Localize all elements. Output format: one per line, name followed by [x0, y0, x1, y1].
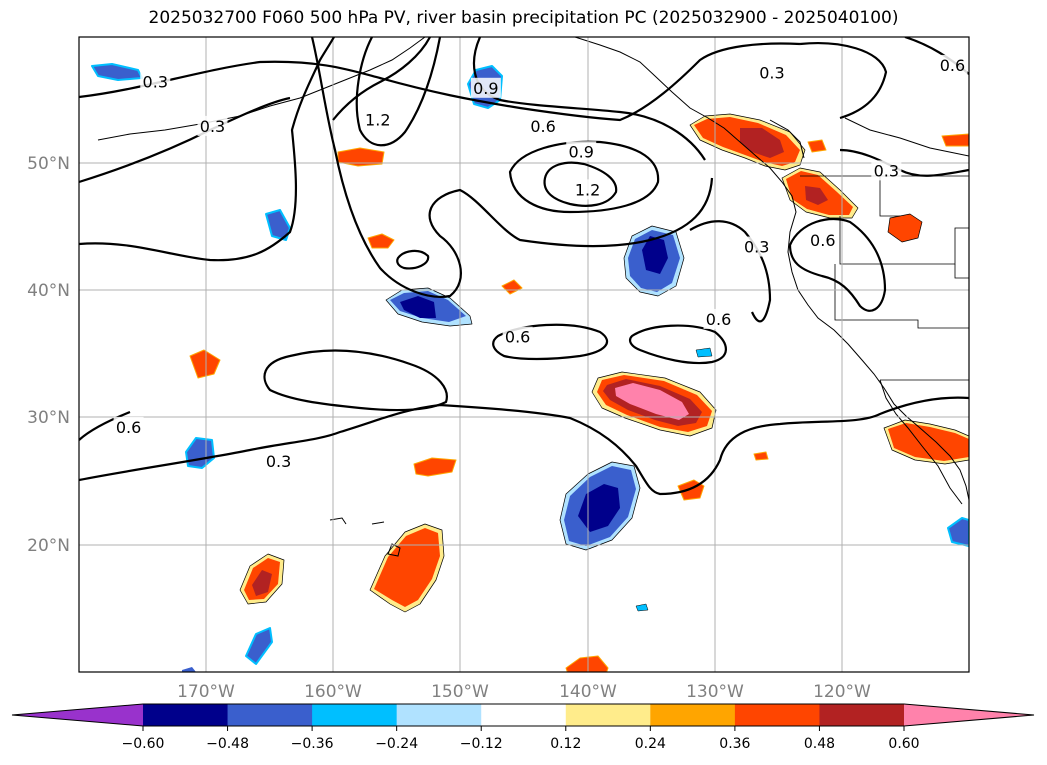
pv-label-background: [807, 230, 838, 251]
colorbar-tick-label: 0.24: [635, 736, 666, 752]
pv-contour-0.9-nw: [310, 37, 714, 298]
pv-contour-label: 0.9: [473, 79, 498, 98]
pv-contour-label: 0.3: [266, 452, 291, 471]
colorbar-tick-label: 0.12: [550, 736, 581, 752]
precip-anomaly-fills: [91, 63, 969, 672]
pv-label-background: [263, 451, 294, 472]
colorbar-extend-min: [12, 704, 143, 726]
y-tick-label: 40°N: [27, 281, 70, 301]
pv-contour-1.2-center: [543, 161, 618, 207]
pv-contour-label: 0.6: [116, 418, 141, 437]
pv-contour-1.2-nw: [332, 37, 431, 121]
pv-contour-label: 0.6: [706, 310, 731, 329]
colorbar: −0.60 −0.48 −0.36 −0.24 −0.12 0.12 0.24 0.36 0.4…: [11, 703, 1035, 752]
pv-contour-0.9-center: [508, 140, 660, 214]
pv-label-background: [871, 160, 902, 181]
colorbar-segment: [396, 704, 482, 726]
x-tick-label: 150°W: [431, 682, 489, 702]
pv-contour-label: 0.3: [744, 238, 769, 257]
baja-coast: [879, 379, 963, 505]
colorbar-tick-label: −0.60: [122, 736, 165, 752]
alaska-coast: [97, 37, 426, 141]
gridlines: [79, 37, 969, 672]
pv-contour-label: 0.6: [505, 328, 530, 347]
pv-contour-label: 1.2: [365, 111, 390, 130]
pv-contour-0.6-mid: [79, 37, 335, 262]
x-tick-label: 140°W: [559, 682, 617, 702]
x-tick-label: 120°W: [813, 682, 871, 702]
pv-contour-0.9-ring: [472, 37, 706, 161]
colorbar-tick-label: 0.48: [804, 736, 835, 752]
colorbar-tick-label: −0.36: [291, 736, 334, 752]
pv-contour-label: 0.3: [200, 117, 225, 136]
y-axis-tick-labels: 50°N 40°N 30°N 20°N: [27, 154, 70, 556]
pv-contour-0.6-sw: [79, 410, 131, 441]
pv-label-background: [113, 416, 144, 437]
pv-contour-label: 0.9: [568, 142, 593, 161]
pv-contour-0.3-north-2: [799, 42, 888, 120]
pv-contour-label: 1.2: [575, 180, 600, 199]
x-tick-label: 170°W: [177, 682, 235, 702]
y-tick-label: 20°N: [27, 536, 70, 556]
x-tick-label: 160°W: [304, 682, 362, 702]
colorbar-segment: [565, 704, 651, 726]
pv-contour-label: 0.3: [874, 161, 899, 180]
chart-title: 2025032700 F060 500 hPa PV, river basin …: [148, 8, 899, 28]
x-axis-tick-labels: 170°W 160°W 150°W 140°W 130°W 120°W: [177, 682, 871, 702]
colorbar-segment: [143, 704, 229, 726]
colorbar-tick-label: −0.24: [375, 736, 418, 752]
pv-contour-label: 0.6: [530, 117, 555, 136]
x-tick-label: 130°W: [686, 682, 744, 702]
colorbar-segment: [481, 704, 567, 726]
coastlines: [97, 37, 969, 557]
pv-contour-1.2-small: [396, 249, 430, 270]
pv-label-background: [528, 115, 559, 136]
pv-contour-label: 0.3: [143, 72, 168, 91]
pv-label-background: [703, 308, 734, 329]
colorbar-extend-max: [904, 704, 1034, 726]
pv-contour-label: 0.6: [810, 231, 835, 250]
pv-label-background: [741, 236, 772, 257]
pv-contour-0.3-loop: [263, 349, 448, 412]
pv-contour-labels: 0.3 0.3 1.2 0.9 0.6 0.9 1.2 0.3 0.6 0.3 0.3 0.6 0.6 0…: [113, 54, 968, 472]
north-america-coast: [574, 37, 969, 501]
colorbar-tick-label: 0.60: [888, 736, 919, 752]
colorbar-segment: [734, 704, 820, 726]
pv-label-background: [937, 54, 968, 75]
pv-contour-0.3-east: [689, 220, 772, 323]
colorbar-segment: [819, 704, 905, 726]
pv-contour-0.6-east: [788, 217, 887, 312]
pv-label-background: [502, 326, 533, 347]
pv-contour-0.6-central: [492, 323, 608, 361]
map-area: 0.3 0.3 1.2 0.9 0.6 0.9 1.2 0.3 0.6 0.3 0.3 0.6 0.6 0…: [79, 37, 969, 672]
colorbar-tick-label: −0.12: [460, 736, 503, 752]
pv-label-background: [140, 71, 171, 92]
pv-contour-0.6-central-east: [629, 324, 727, 365]
pv-label-background: [566, 141, 597, 162]
colorbar-tick-label: 0.36: [719, 736, 750, 752]
colorbar-segment: [312, 704, 398, 726]
pv-contour-0.3-north: [79, 42, 801, 122]
pv-contour-0.3-subtropic: [79, 396, 969, 496]
pv-label-background: [756, 62, 787, 83]
map-frame: [78, 36, 970, 673]
colorbar-tick-label: −0.48: [206, 736, 249, 752]
pv-label-background: [470, 77, 501, 98]
pv-contour-1.2-north: [355, 37, 442, 147]
pv-contour-label: 0.6: [940, 56, 965, 75]
y-tick-label: 50°N: [27, 154, 70, 174]
pv-label-background: [572, 179, 603, 200]
colorbar-segment: [650, 704, 736, 726]
pv-label-background: [197, 115, 228, 136]
pv-contour-label: 0.3: [759, 64, 784, 83]
pv-label-background: [362, 109, 393, 130]
y-tick-label: 30°N: [27, 408, 70, 428]
colorbar-segment: [227, 704, 313, 726]
